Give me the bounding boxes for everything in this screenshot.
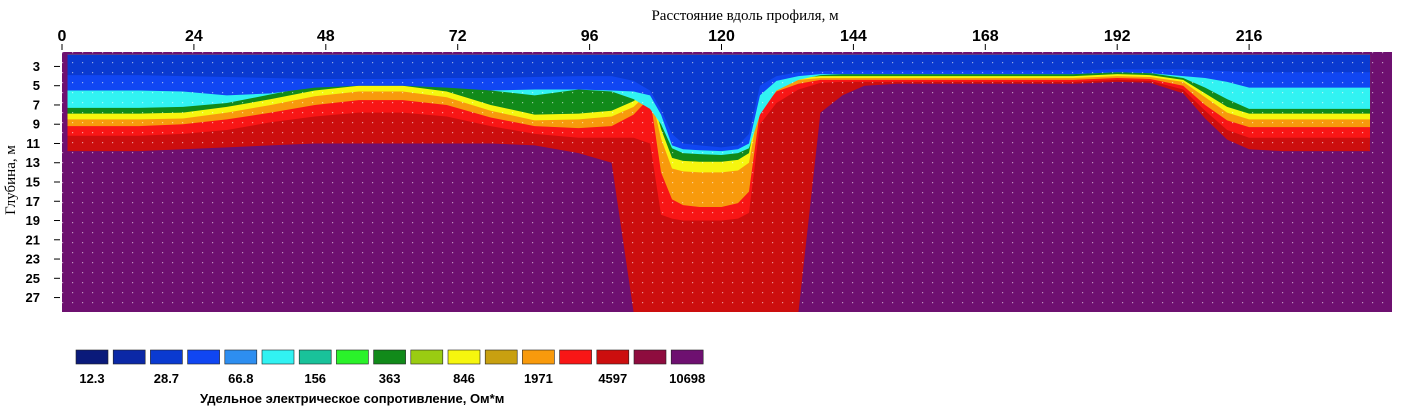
legend-swatch	[112, 349, 146, 365]
legend-swatch	[298, 349, 332, 365]
legend-swatch	[373, 349, 406, 365]
x-tick-label: 216	[1236, 28, 1263, 45]
legend-swatch	[484, 349, 518, 365]
y-axis-title: Глубина, м	[3, 145, 19, 215]
legend-swatch	[447, 349, 481, 365]
legend: 12.3 28.7 66.8 156 363 846 1971 4597 10698	[75, 349, 705, 386]
y-tick-label: 21	[26, 232, 40, 247]
y-tick-label: 27	[26, 290, 40, 305]
legend-swatch	[410, 349, 444, 365]
legend-label: 1971	[524, 371, 553, 386]
legend-swatch	[261, 349, 295, 365]
legend-label: 66.8	[228, 371, 253, 386]
legend-label: 156	[304, 371, 326, 386]
y-tick-label: 17	[26, 194, 40, 209]
y-tick-label: 13	[26, 155, 40, 170]
y-tick-label: 11	[26, 136, 40, 151]
legend-swatch	[633, 349, 667, 365]
legend-swatch	[522, 349, 555, 365]
grid-dots-overlay	[62, 52, 1392, 312]
y-tick-label: 25	[26, 271, 40, 286]
x-tick-label: 0	[58, 28, 67, 45]
legend-swatch	[559, 349, 592, 365]
y-axis-ticks: 3 5 7 9 11 13 15 17 19 21 23 25 27	[26, 59, 60, 305]
y-tick-label: 7	[33, 97, 40, 112]
x-tick-label: 72	[449, 28, 467, 45]
legend-label: 10698	[669, 371, 705, 386]
x-tick-label: 120	[708, 28, 735, 45]
x-axis-title: Расстояние вдоль профиля, м	[651, 8, 839, 24]
x-tick-label: 168	[972, 28, 999, 45]
y-tick-label: 23	[26, 252, 40, 267]
y-tick-label: 3	[33, 59, 40, 74]
legend-swatch	[596, 349, 630, 365]
legend-label: 4597	[598, 371, 627, 386]
legend-swatch	[75, 349, 109, 365]
x-tick-label: 144	[840, 28, 867, 45]
x-tick-label: 96	[581, 28, 599, 45]
legend-swatch	[224, 349, 258, 365]
y-tick-label: 5	[33, 78, 40, 93]
legend-swatch	[150, 349, 183, 365]
y-tick-label: 19	[26, 213, 40, 228]
legend-label: 363	[379, 371, 401, 386]
x-tick-label: 192	[1104, 28, 1131, 45]
y-tick-label: 15	[26, 175, 40, 190]
x-axis-ticks: 0 24 48 72 96 120 144 168 192 216	[58, 28, 1263, 50]
x-tick-label: 24	[185, 28, 203, 45]
legend-swatch	[336, 349, 369, 365]
y-tick-label: 9	[33, 117, 40, 132]
legend-swatch	[187, 349, 220, 365]
x-tick-label: 48	[317, 28, 335, 45]
legend-swatch	[670, 349, 704, 365]
legend-label: 28.7	[154, 371, 179, 386]
legend-label: 12.3	[79, 371, 104, 386]
legend-label: 846	[453, 371, 475, 386]
legend-title: Удельное электрическое сопротивление, Ом…	[200, 391, 504, 406]
